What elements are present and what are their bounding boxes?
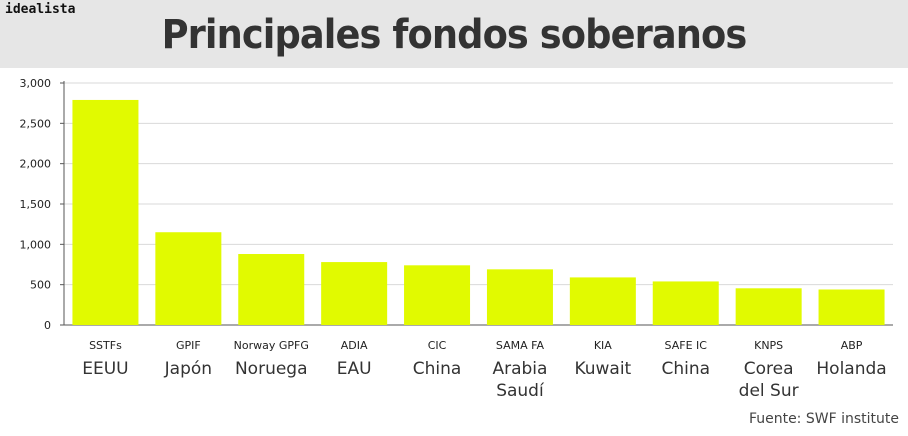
source-note: Fuente: SWF institute — [748, 411, 899, 427]
x-tick-label: GPIF — [176, 339, 201, 352]
country-label: EEUU — [82, 359, 128, 379]
y-tick-label: 2,000 — [20, 158, 52, 171]
country-label: Saudí — [496, 381, 545, 401]
page-title: Principales fondos soberanos — [161, 12, 748, 58]
y-tick-label: 2,500 — [20, 117, 52, 130]
x-tick-label: KNPS — [754, 339, 783, 352]
bar-chart: 0 500 1,000 1,500 2,000 2,500 3,000 SSTFs EEUU GP… — [20, 77, 893, 401]
bar-gpif — [155, 232, 222, 325]
country-label: Japón — [164, 359, 212, 379]
country-label: Kuwait — [574, 359, 631, 379]
header-bar: idealista Principales fondos soberanos — [0, 0, 908, 68]
idealista-logo: idealista — [5, 2, 76, 17]
bar-norway-gpfg — [238, 254, 305, 325]
x-tick-label: SAMA FA — [496, 339, 545, 352]
x-tick-label: SAFE IC — [665, 339, 708, 352]
bar-sama-fa — [486, 269, 553, 325]
x-tick-label: CIC — [428, 339, 447, 352]
country-label: Arabia — [492, 359, 547, 379]
country-label: del Sur — [739, 381, 799, 401]
bar-abp — [818, 289, 885, 325]
x-tick-label: Norway GPFG — [234, 339, 309, 352]
y-tick-label: 3,000 — [20, 77, 52, 90]
x-tick-label: ADIA — [341, 339, 368, 352]
y-tick-label: 1,500 — [20, 198, 52, 211]
y-tick-label: 500 — [30, 279, 51, 292]
country-label: EAU — [337, 359, 372, 379]
country-label: China — [661, 359, 710, 379]
bar-safe-ic — [652, 281, 719, 325]
bar-kia — [569, 277, 636, 325]
bar-cic — [404, 265, 471, 325]
x-tick-label: SSTFs — [89, 339, 122, 352]
x-tick-label: KIA — [594, 339, 612, 352]
x-tick-label: ABP — [841, 339, 863, 352]
bar-sstfs — [72, 99, 139, 325]
bar-knps — [735, 288, 802, 325]
bar-adia — [321, 262, 388, 325]
country-label: China — [413, 359, 462, 379]
country-label: Holanda — [816, 359, 886, 379]
country-label: Noruega — [235, 359, 308, 379]
country-label: Corea — [744, 359, 794, 379]
y-tick-label: 0 — [44, 319, 51, 332]
y-tick-label: 1,000 — [20, 238, 52, 251]
